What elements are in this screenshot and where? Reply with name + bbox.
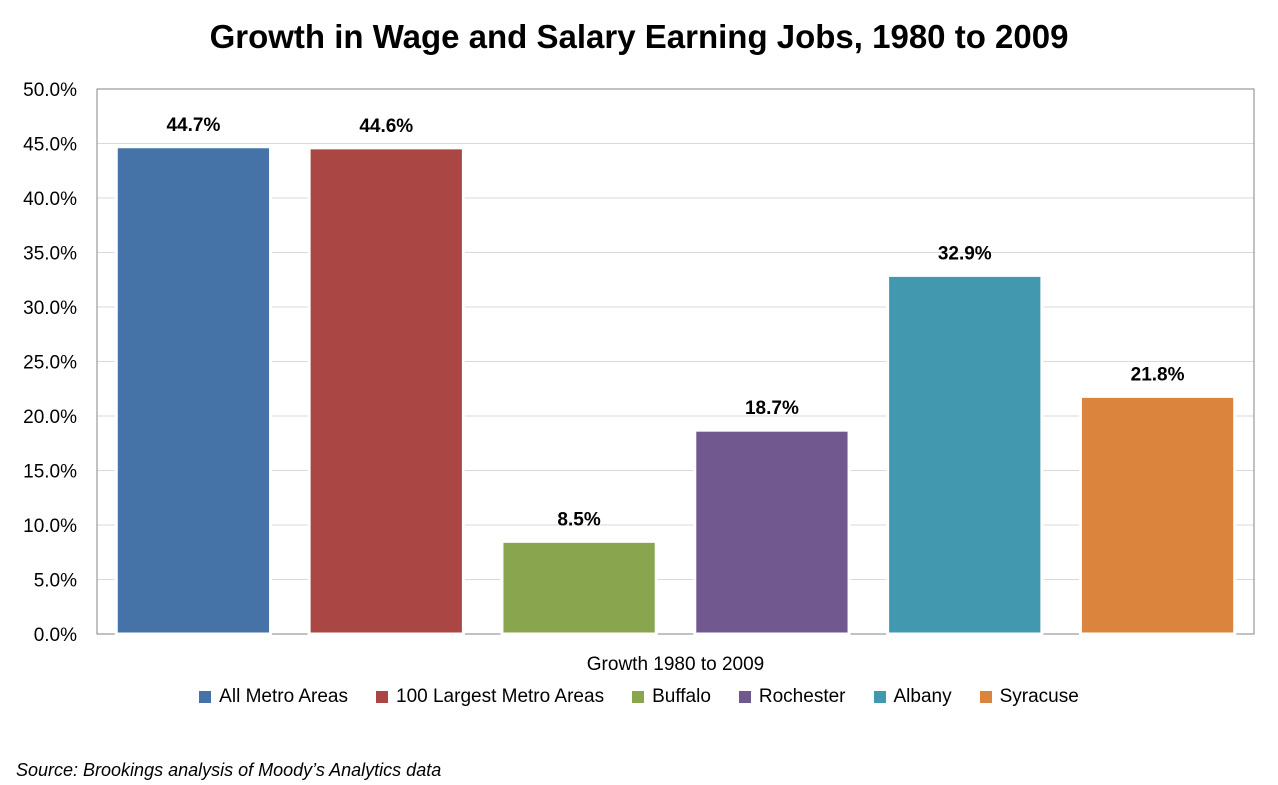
legend-label: Syracuse [999, 686, 1079, 707]
legend-item: All Metro Areas [199, 686, 348, 708]
data-label: 8.5% [557, 509, 600, 530]
plot-area-frame [96, 88, 1255, 635]
legend-label: Buffalo [652, 686, 711, 707]
y-tick-label: 45.0% [23, 135, 77, 156]
y-tick-label: 50.0% [23, 80, 77, 101]
legend-label: Rochester [758, 686, 846, 707]
y-tick-label: 10.0% [23, 516, 77, 537]
y-tick-label: 5.0% [34, 571, 77, 592]
data-labels: 44.7% 44.6% 8.5% 18.7% 32.9% 21.8% [166, 115, 1184, 531]
legend-label: Albany [893, 686, 952, 707]
legend-item: Rochester [738, 686, 846, 708]
legend-swatch [199, 691, 212, 703]
data-label: 44.6% [359, 116, 413, 137]
data-label: 21.8% [1131, 364, 1185, 385]
bars [114, 145, 1237, 636]
legend-label: All Metro Areas [219, 686, 348, 707]
legend-item: 100 Largest Metro Areas [376, 686, 604, 708]
legend-item: Syracuse [979, 686, 1079, 708]
bar-rochester [693, 428, 851, 636]
data-label: 44.7% [166, 115, 220, 136]
legend-label: 100 Largest Metro Areas [396, 686, 605, 707]
legend: All Metro Areas 100 Largest Metro Areas Bu… [0, 686, 1278, 708]
y-axis-ticks: 0.0% 5.0% 10.0% 15.0% 20.0% 25.0% 30.0% 35.0% 40… [23, 80, 77, 646]
data-label: 32.9% [938, 243, 992, 264]
x-axis-label: Growth 1980 to 2009 [587, 654, 764, 675]
legend-item: Buffalo [632, 686, 711, 708]
legend-swatch [873, 691, 886, 703]
y-tick-label: 30.0% [23, 298, 77, 319]
bar-all-metro-areas [114, 145, 273, 636]
bar-albany [886, 273, 1044, 636]
bar-chart: 0.0% 5.0% 10.0% 15.0% 20.0% 25.0% 30.0% 35.0% 40… [23, 80, 1255, 675]
data-label: 18.7% [745, 398, 799, 419]
y-tick-label: 15.0% [23, 462, 77, 483]
legend-swatch [979, 691, 992, 703]
bar-100-largest-metro-areas [307, 146, 465, 636]
legend-swatch [376, 691, 388, 703]
bar-syracuse [1078, 394, 1237, 636]
legend-item: Albany [873, 686, 952, 708]
y-tick-label: 25.0% [23, 353, 77, 374]
legend-swatch [738, 691, 751, 703]
source-note: Source: Brookings analysis of Moody’s An… [16, 760, 442, 780]
y-tick-label: 40.0% [23, 189, 77, 210]
y-tick-label: 0.0% [34, 625, 77, 646]
y-tick-label: 35.0% [23, 244, 77, 265]
y-tick-label: 20.0% [23, 407, 77, 428]
chart-title: Growth in Wage and Salary Earning Jobs, … [209, 18, 1069, 55]
bar-buffalo [500, 539, 658, 636]
legend-swatch [632, 691, 645, 703]
